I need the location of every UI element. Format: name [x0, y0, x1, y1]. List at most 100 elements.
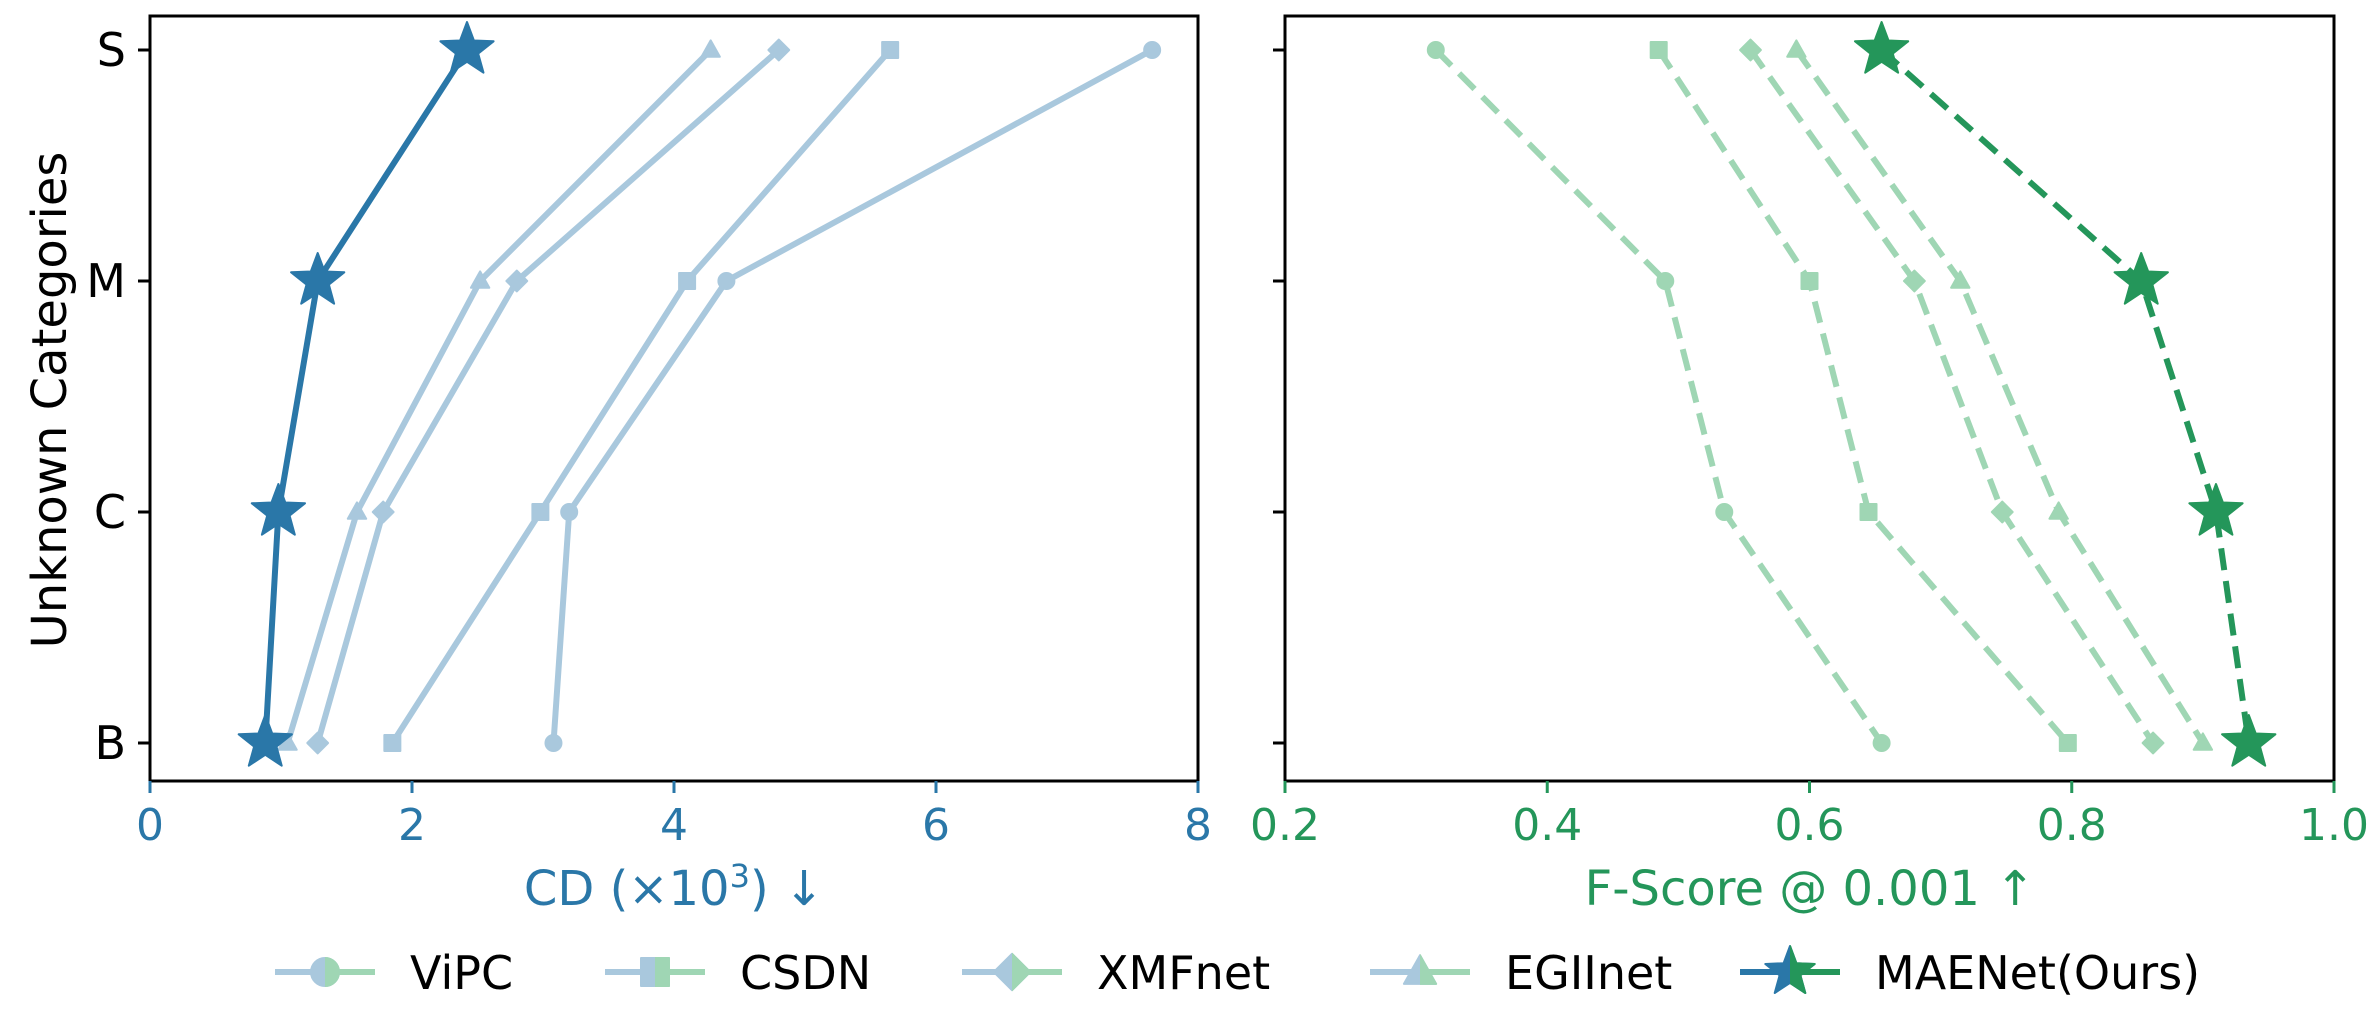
legend-item-xmfnet: XMFnet [962, 946, 1270, 1000]
fscore-series [1426, 21, 2277, 767]
data-point [237, 714, 293, 767]
x-tick-label: 8 [1184, 800, 1212, 851]
data-point [544, 734, 563, 752]
cd-x-axis-label-main: CD (×10 [524, 861, 730, 917]
legend-item-csdn: CSDN [605, 946, 871, 1000]
fscore-x-axis-label: F-Score @ 0.001 ↑ [1585, 861, 2036, 917]
cd-plot-frame [148, 14, 1200, 783]
data-point [678, 272, 697, 290]
fscore-y-ticks [1273, 48, 1285, 745]
data-point [505, 269, 529, 293]
y-tick-label: S [97, 23, 126, 77]
x-tick-label: 0 [136, 800, 164, 851]
fscore-series-vipc [1426, 41, 1891, 752]
x-tick-label: 1.0 [2299, 800, 2369, 851]
legend-label: EGIInet [1505, 946, 1672, 1000]
cd-series-csdn [383, 41, 900, 752]
data-point [1143, 41, 1162, 59]
y-axis-label: Unknown Categories [22, 152, 78, 649]
data-point [881, 41, 900, 59]
data-point [560, 503, 579, 521]
data-point [383, 734, 402, 752]
cd-series-maenet-ours- [237, 21, 495, 767]
data-point [1800, 272, 1819, 290]
fscore-panel: 0.2 0.4 0.6 0.8 1.0 F-Score @ 0.001 ↑ [1250, 14, 2369, 917]
cd-series-xmfnet [306, 38, 791, 755]
data-point [2188, 483, 2244, 536]
fscore-x-ticks: 0.2 0.4 0.6 0.8 1.0 [1250, 781, 2369, 851]
data-point [1649, 41, 1668, 59]
legend-marker-overlay [1012, 952, 1032, 992]
data-point [439, 21, 495, 74]
legend-label: MAENet(Ours) [1875, 946, 2200, 1000]
data-point [2048, 501, 2069, 520]
legend-item-egiinet: EGIInet [1370, 946, 1672, 1000]
legend-marker-overlay [1790, 945, 1816, 994]
cd-series-vipc [544, 41, 1162, 752]
cd-x-axis-label: CD (×103) ↓ [524, 857, 824, 917]
data-point [1715, 503, 1734, 521]
fscore-series-csdn [1649, 41, 2077, 752]
data-point [767, 38, 791, 62]
data-point [1859, 503, 1878, 521]
series-line [1879, 47, 2252, 744]
fscore-series-xmfnet [1739, 38, 2165, 755]
fscore-series-egiinet [1786, 39, 2214, 751]
y-tick-label: C [94, 485, 126, 539]
series-line [314, 47, 781, 744]
data-point [469, 270, 491, 289]
data-point [2058, 734, 2077, 752]
series-line [284, 47, 713, 744]
x-tick-label: 6 [922, 800, 950, 851]
x-tick-label: 0.4 [1512, 800, 1582, 851]
y-tick-label: B [94, 716, 126, 770]
data-point [1854, 21, 1910, 74]
x-tick-label: 4 [660, 800, 688, 851]
data-point [700, 39, 721, 58]
x-tick-label: 0.2 [1250, 800, 1320, 851]
legend-label: CSDN [740, 946, 871, 1000]
data-point [1426, 41, 1445, 59]
data-point [531, 503, 550, 521]
series-line [550, 47, 1154, 744]
cd-series [237, 21, 1162, 767]
x-tick-label: 0.6 [1775, 800, 1845, 851]
cd-panel: S M C B 0 2 4 6 8 CD (×103) ↓ [86, 14, 1212, 917]
cd-x-ticks: 0 2 4 6 8 [136, 781, 1212, 851]
data-point [371, 500, 395, 524]
legend-label: XMFnet [1097, 946, 1270, 1000]
data-point [1950, 270, 1971, 289]
series-line [389, 48, 893, 745]
cd-y-ticks: S M C B [86, 23, 150, 770]
data-point [1990, 500, 2014, 524]
data-point [1739, 38, 1762, 62]
cd-x-axis-label-sup: 3 [730, 857, 750, 895]
x-tick-label: 0.8 [2037, 800, 2107, 851]
data-point [1872, 734, 1891, 752]
data-point [1656, 272, 1675, 290]
data-point [1903, 269, 1926, 293]
series-line [1748, 48, 2156, 745]
series-line [1656, 48, 2071, 745]
legend-marker-overlay [1420, 954, 1438, 985]
data-point [2192, 732, 2214, 751]
data-point [717, 272, 736, 290]
data-point [290, 252, 346, 305]
series-line [262, 48, 470, 744]
legend-label: ViPC [410, 946, 513, 1000]
legend: ViPC CSDN XMFnet EGIInet MAENet(Ours) [275, 945, 2200, 1000]
data-point [1786, 39, 1807, 58]
fscore-series-maenet-ours- [1854, 21, 2277, 767]
data-point [346, 501, 368, 520]
x-tick-label: 2 [398, 800, 426, 851]
data-point [2141, 731, 2165, 755]
data-point [250, 483, 306, 536]
legend-item-maenet-ours-: MAENet(Ours) [1740, 945, 2200, 1000]
legend-marker-overlay [325, 957, 340, 987]
y-tick-label: M [86, 254, 126, 308]
cd-x-axis-label-suffix: ) ↓ [750, 861, 824, 917]
data-point [2221, 714, 2277, 767]
series-line [1793, 48, 2206, 745]
legend-item-vipc: ViPC [275, 946, 513, 1000]
